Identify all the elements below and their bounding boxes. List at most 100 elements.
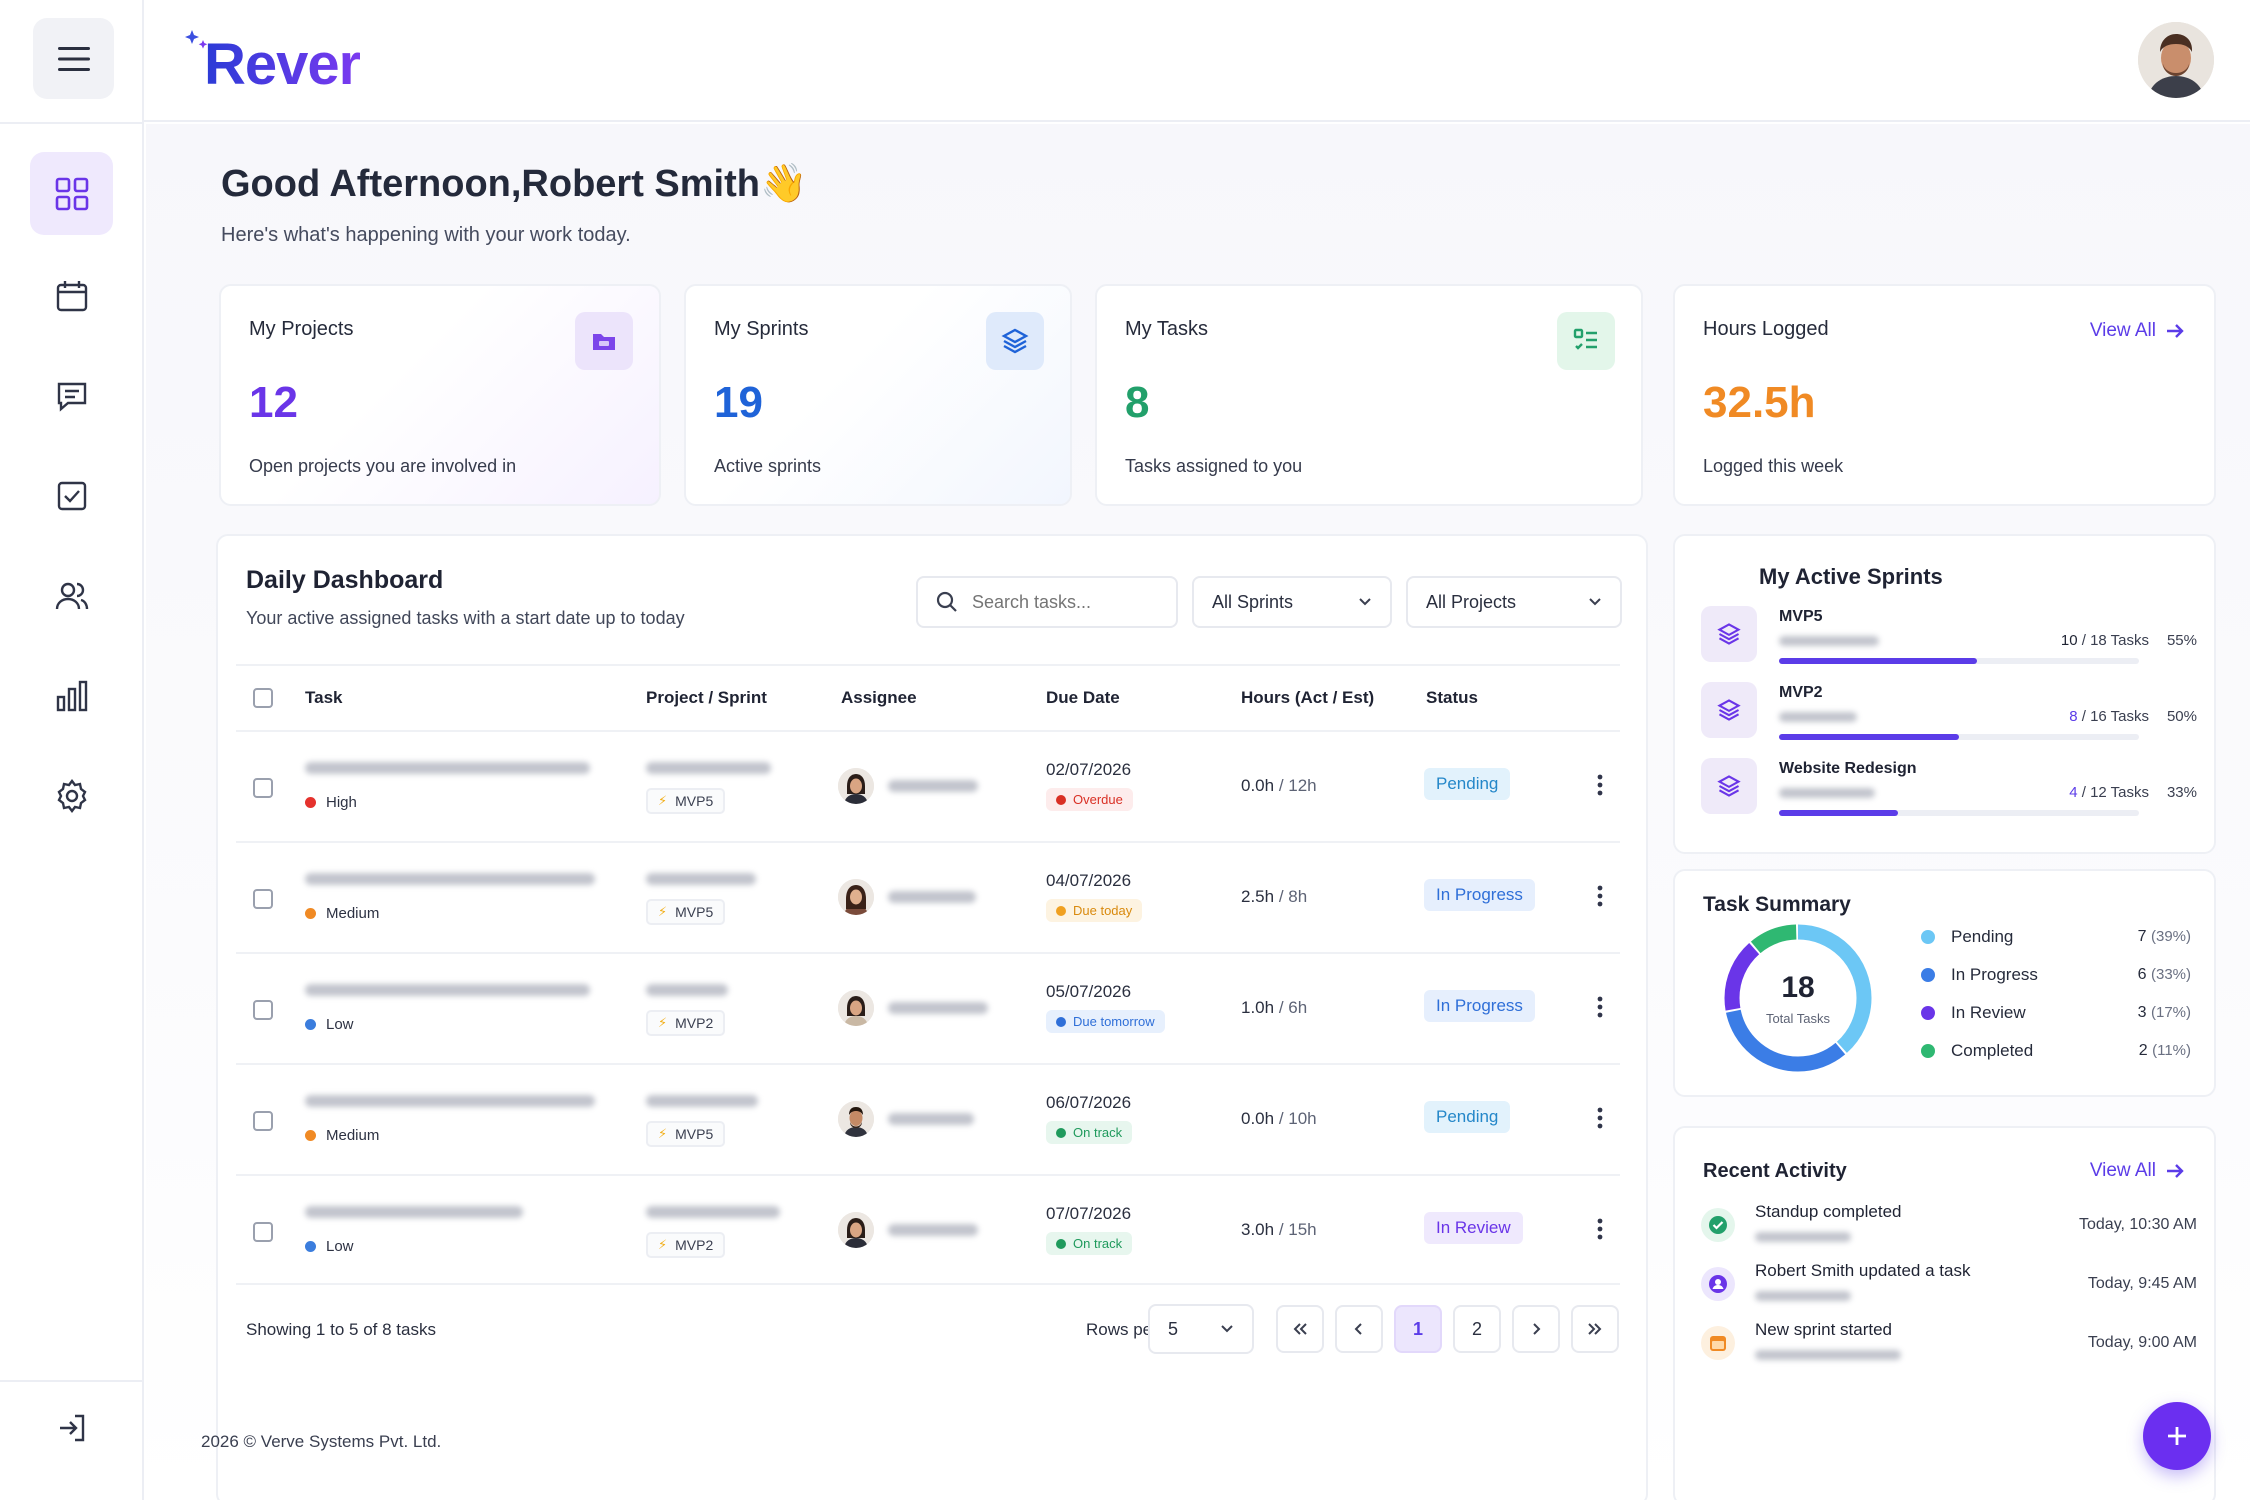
sprint-item[interactable]: Website Redesign 4 / 12 Tasks 33% xyxy=(1701,758,2197,820)
search-input[interactable] xyxy=(972,591,1152,613)
prev-page-button[interactable] xyxy=(1335,1305,1383,1353)
assignee[interactable] xyxy=(838,879,976,915)
plus-icon xyxy=(2168,1427,2186,1445)
table-row[interactable]: Medium ⚡ MVP5 04/07/2026 Due today 2.5h /… xyxy=(236,841,1620,952)
bolt-icon: ⚡ xyxy=(658,1126,668,1141)
hours-view-all-link[interactable]: View All xyxy=(2090,320,2184,342)
stat-title: Hours Logged xyxy=(1703,318,1829,340)
activity-view-all-link[interactable]: View All xyxy=(2090,1160,2184,1182)
page-button-2[interactable]: 2 xyxy=(1453,1305,1501,1353)
table-row[interactable]: Low ⚡ MVP2 05/07/2026 Due tomorrow 1.0h /… xyxy=(236,952,1620,1063)
user-icon xyxy=(1701,1267,1735,1301)
user-avatar[interactable] xyxy=(2138,22,2214,98)
logout-icon xyxy=(59,1414,84,1441)
row-actions-button[interactable] xyxy=(1588,1107,1612,1133)
stat-card-sprints[interactable]: My Sprints 19 Active sprints xyxy=(684,284,1072,506)
view-all-label: View All xyxy=(2089,320,2156,341)
sparkle-icon xyxy=(185,30,208,49)
stat-card-projects[interactable]: My Projects 12 Open projects you are inv… xyxy=(219,284,661,506)
sidebar-item-settings[interactable] xyxy=(30,754,113,837)
assignee-name-redacted xyxy=(888,891,976,903)
brand-logo[interactable]: Rever xyxy=(184,28,361,97)
task-name-redacted xyxy=(305,984,590,996)
row-actions-button[interactable] xyxy=(1588,774,1612,800)
footer-copyright: 2026 © Verve Systems Pvt. Ltd. xyxy=(201,1432,442,1451)
column-header[interactable]: Assignee xyxy=(841,688,917,707)
more-vertical-icon xyxy=(1597,1218,1603,1240)
column-header[interactable]: Project / Sprint xyxy=(646,688,767,707)
activity-item[interactable]: New sprint started Today, 9:00 AM xyxy=(1701,1320,2197,1376)
stat-value: 19 xyxy=(714,378,763,427)
activity-time: Today, 9:00 AM xyxy=(2087,1334,2197,1351)
row-actions-button[interactable] xyxy=(1588,996,1612,1022)
last-page-button[interactable] xyxy=(1571,1305,1619,1353)
column-header[interactable]: Due Date xyxy=(1046,688,1120,707)
next-page-button[interactable] xyxy=(1512,1305,1560,1353)
due-date: 06/07/2026 xyxy=(1046,1093,1132,1112)
active-sprints-card: My Active Sprints MVP5 10 / 18 Tasks 55%… xyxy=(1673,534,2216,854)
stat-desc: Logged this week xyxy=(1703,456,1844,476)
view-all-label: View All xyxy=(2089,1160,2156,1181)
sidebar-item-tasks[interactable] xyxy=(30,454,113,537)
stat-card-hours[interactable]: Hours Logged View All 32.5h Logged this … xyxy=(1673,284,2216,506)
priority-dot xyxy=(305,1019,316,1030)
row-checkbox[interactable] xyxy=(253,1000,273,1020)
first-page-button[interactable] xyxy=(1276,1305,1324,1353)
grid-icon xyxy=(55,177,88,210)
due-badge: Due tomorrow xyxy=(1046,1010,1165,1033)
menu-toggle-button[interactable] xyxy=(33,18,114,99)
brand-name: Rever xyxy=(204,32,361,97)
row-checkbox[interactable] xyxy=(253,889,273,909)
rows-per-page-select[interactable]: 5 xyxy=(1148,1304,1254,1354)
sprint-project-redacted xyxy=(1779,788,1875,798)
activity-item[interactable]: Robert Smith updated a task Today, 9:45 … xyxy=(1701,1261,2197,1317)
hours-value: 0.0h / 12h xyxy=(1241,776,1317,795)
hours-value: 0.0h / 10h xyxy=(1241,1109,1317,1128)
bolt-icon: ⚡ xyxy=(658,793,668,808)
assignee[interactable] xyxy=(838,768,978,804)
search-tasks-field[interactable] xyxy=(916,576,1178,628)
column-header[interactable]: Hours (Act / Est) xyxy=(1241,688,1375,707)
sprint-item[interactable]: MVP5 10 / 18 Tasks 55% xyxy=(1701,606,2197,668)
stat-title: My Projects xyxy=(249,318,354,340)
row-checkbox[interactable] xyxy=(253,1222,273,1242)
activity-text: New sprint started xyxy=(1755,1320,1892,1339)
showing-count: Showing 1 to 5 of 8 tasks xyxy=(246,1320,436,1339)
sprint-progress-fill xyxy=(1779,658,1977,664)
sidebar-item-dashboard[interactable] xyxy=(30,152,113,235)
column-header[interactable]: Task xyxy=(305,688,343,707)
sidebar-item-calendar[interactable] xyxy=(30,254,113,337)
sidebar-item-messages[interactable] xyxy=(30,354,113,437)
task-name-redacted xyxy=(305,1095,595,1107)
table-row[interactable]: Medium ⚡ MVP5 06/07/2026 On track 0.0h / … xyxy=(236,1063,1620,1174)
sprint-item[interactable]: MVP2 8 / 16 Tasks 50% xyxy=(1701,682,2197,744)
stat-card-tasks[interactable]: My Tasks 8 Tasks assigned to you xyxy=(1095,284,1643,506)
add-button[interactable] xyxy=(2143,1402,2211,1470)
project-filter-select[interactable]: All Projects xyxy=(1406,576,1622,628)
row-actions-button[interactable] xyxy=(1588,885,1612,911)
sprint-percent: 33% xyxy=(2166,784,2197,801)
legend-dot xyxy=(1921,968,1935,982)
sprint-task-count: 10 / 18 Tasks xyxy=(2060,632,2149,649)
table-row[interactable]: High ⚡ MVP5 02/07/2026 Overdue 0.0h / 12h… xyxy=(236,730,1620,841)
sprint-filter-select[interactable]: All Sprints xyxy=(1192,576,1392,628)
sidebar-item-reports[interactable] xyxy=(30,654,113,737)
select-all-checkbox[interactable] xyxy=(253,688,273,708)
priority-dot xyxy=(305,908,316,919)
logout-button[interactable] xyxy=(30,1386,113,1469)
status-badge: Pending xyxy=(1424,768,1511,800)
assignee[interactable] xyxy=(838,1101,974,1137)
table-row[interactable]: Low ⚡ MVP2 07/07/2026 On track 3.0h / 15h… xyxy=(236,1174,1620,1285)
page-button-1[interactable]: 1 xyxy=(1394,1305,1442,1353)
assignee[interactable] xyxy=(838,1212,978,1248)
assignee[interactable] xyxy=(838,990,988,1026)
column-header[interactable]: Status xyxy=(1426,688,1478,707)
tasks-table: Task Project / Sprint Assignee Due Date … xyxy=(236,664,1620,1285)
row-checkbox[interactable] xyxy=(253,778,273,798)
sidebar-item-team[interactable] xyxy=(30,554,113,637)
total-tasks-value: 18 xyxy=(1781,971,1815,1004)
row-checkbox[interactable] xyxy=(253,1111,273,1131)
priority-label: High xyxy=(305,794,357,811)
activity-item[interactable]: Standup completed Today, 10:30 AM xyxy=(1701,1202,2197,1258)
row-actions-button[interactable] xyxy=(1588,1218,1612,1244)
